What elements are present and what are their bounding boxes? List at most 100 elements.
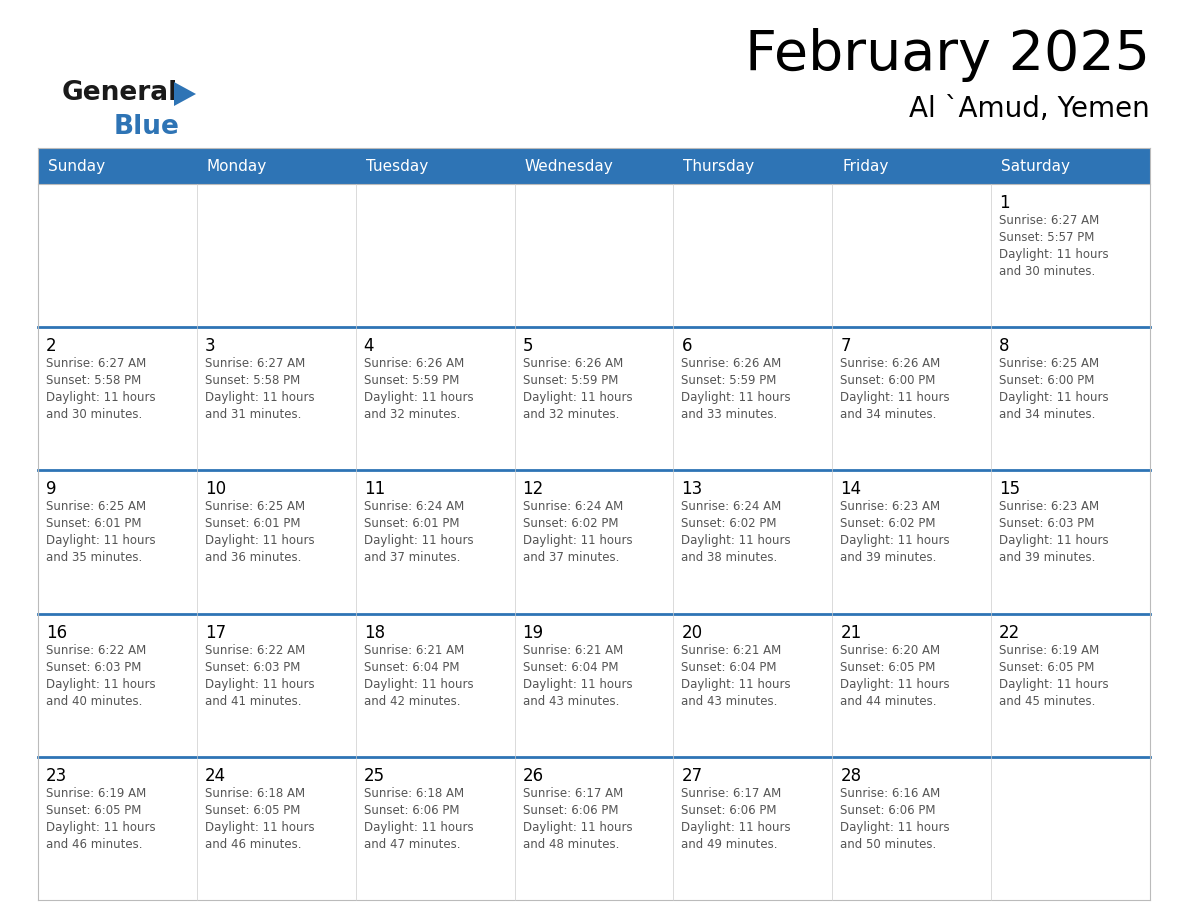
Text: Friday: Friday (842, 159, 889, 174)
Polygon shape (173, 82, 196, 106)
Bar (38, 148, 1150, 184)
Text: and 50 minutes.: and 50 minutes. (840, 838, 936, 851)
Text: Daylight: 11 hours: Daylight: 11 hours (523, 391, 632, 404)
Text: 24: 24 (204, 767, 226, 785)
Text: Daylight: 11 hours: Daylight: 11 hours (364, 391, 473, 404)
Text: Daylight: 11 hours: Daylight: 11 hours (364, 534, 473, 547)
Text: Sunday: Sunday (48, 159, 105, 174)
Text: and 43 minutes.: and 43 minutes. (682, 695, 778, 708)
Text: 16: 16 (46, 623, 68, 642)
Text: Daylight: 11 hours: Daylight: 11 hours (204, 391, 315, 404)
Bar (38, 613, 1150, 756)
Text: Sunrise: 6:19 AM: Sunrise: 6:19 AM (999, 644, 1099, 656)
Text: Sunset: 6:00 PM: Sunset: 6:00 PM (840, 375, 936, 387)
Text: Sunrise: 6:21 AM: Sunrise: 6:21 AM (523, 644, 623, 656)
Text: Daylight: 11 hours: Daylight: 11 hours (840, 677, 950, 690)
Text: Sunset: 5:59 PM: Sunset: 5:59 PM (523, 375, 618, 387)
Text: Daylight: 11 hours: Daylight: 11 hours (840, 534, 950, 547)
Text: Sunrise: 6:18 AM: Sunrise: 6:18 AM (204, 787, 305, 800)
Text: Daylight: 11 hours: Daylight: 11 hours (682, 821, 791, 834)
Text: Daylight: 11 hours: Daylight: 11 hours (46, 677, 156, 690)
Text: 8: 8 (999, 337, 1010, 355)
Text: Sunrise: 6:25 AM: Sunrise: 6:25 AM (46, 500, 146, 513)
Text: 5: 5 (523, 337, 533, 355)
Text: 18: 18 (364, 623, 385, 642)
Text: 11: 11 (364, 480, 385, 498)
Text: and 31 minutes.: and 31 minutes. (204, 409, 302, 421)
Text: 1: 1 (999, 194, 1010, 212)
Text: Daylight: 11 hours: Daylight: 11 hours (204, 534, 315, 547)
Text: and 32 minutes.: and 32 minutes. (364, 409, 460, 421)
Text: Sunrise: 6:27 AM: Sunrise: 6:27 AM (46, 357, 146, 370)
Text: 22: 22 (999, 623, 1020, 642)
Text: and 46 minutes.: and 46 minutes. (46, 838, 143, 851)
Text: 4: 4 (364, 337, 374, 355)
Text: 7: 7 (840, 337, 851, 355)
Text: Sunrise: 6:17 AM: Sunrise: 6:17 AM (682, 787, 782, 800)
Text: Sunset: 5:58 PM: Sunset: 5:58 PM (204, 375, 301, 387)
Text: and 38 minutes.: and 38 minutes. (682, 552, 778, 565)
Text: Saturday: Saturday (1001, 159, 1070, 174)
Text: Daylight: 11 hours: Daylight: 11 hours (46, 391, 156, 404)
Text: Sunset: 5:59 PM: Sunset: 5:59 PM (364, 375, 459, 387)
Text: Thursday: Thursday (683, 159, 754, 174)
Text: Sunrise: 6:22 AM: Sunrise: 6:22 AM (46, 644, 146, 656)
Text: 28: 28 (840, 767, 861, 785)
Text: Daylight: 11 hours: Daylight: 11 hours (523, 677, 632, 690)
Text: Sunset: 6:03 PM: Sunset: 6:03 PM (46, 661, 141, 674)
Text: Wednesday: Wednesday (525, 159, 613, 174)
Text: Sunrise: 6:27 AM: Sunrise: 6:27 AM (999, 214, 1099, 227)
Text: Sunset: 6:03 PM: Sunset: 6:03 PM (204, 661, 301, 674)
Text: Sunrise: 6:25 AM: Sunrise: 6:25 AM (999, 357, 1099, 370)
Text: Blue: Blue (114, 114, 179, 140)
Text: Sunrise: 6:27 AM: Sunrise: 6:27 AM (204, 357, 305, 370)
Text: Daylight: 11 hours: Daylight: 11 hours (46, 534, 156, 547)
Text: Sunset: 6:05 PM: Sunset: 6:05 PM (840, 661, 936, 674)
Text: Sunrise: 6:21 AM: Sunrise: 6:21 AM (682, 644, 782, 656)
Text: Sunset: 6:06 PM: Sunset: 6:06 PM (364, 804, 460, 817)
Text: Sunrise: 6:26 AM: Sunrise: 6:26 AM (682, 357, 782, 370)
Text: Sunrise: 6:19 AM: Sunrise: 6:19 AM (46, 787, 146, 800)
Text: Daylight: 11 hours: Daylight: 11 hours (682, 534, 791, 547)
Text: Sunrise: 6:16 AM: Sunrise: 6:16 AM (840, 787, 941, 800)
Text: Sunset: 6:04 PM: Sunset: 6:04 PM (682, 661, 777, 674)
Text: Sunset: 6:05 PM: Sunset: 6:05 PM (999, 661, 1094, 674)
Text: Sunrise: 6:18 AM: Sunrise: 6:18 AM (364, 787, 463, 800)
Text: Sunrise: 6:21 AM: Sunrise: 6:21 AM (364, 644, 465, 656)
Text: Sunrise: 6:22 AM: Sunrise: 6:22 AM (204, 644, 305, 656)
Text: Sunset: 6:01 PM: Sunset: 6:01 PM (204, 518, 301, 531)
Text: Daylight: 11 hours: Daylight: 11 hours (682, 677, 791, 690)
Text: and 40 minutes.: and 40 minutes. (46, 695, 143, 708)
Text: Sunset: 6:05 PM: Sunset: 6:05 PM (204, 804, 301, 817)
Text: Sunset: 6:02 PM: Sunset: 6:02 PM (523, 518, 618, 531)
Text: Sunrise: 6:26 AM: Sunrise: 6:26 AM (364, 357, 465, 370)
Text: Sunset: 6:04 PM: Sunset: 6:04 PM (523, 661, 618, 674)
Text: Sunrise: 6:24 AM: Sunrise: 6:24 AM (682, 500, 782, 513)
Text: and 44 minutes.: and 44 minutes. (840, 695, 937, 708)
Text: and 36 minutes.: and 36 minutes. (204, 552, 302, 565)
Text: Sunset: 6:03 PM: Sunset: 6:03 PM (999, 518, 1094, 531)
Text: and 33 minutes.: and 33 minutes. (682, 409, 778, 421)
Text: General: General (62, 80, 178, 106)
Text: 27: 27 (682, 767, 702, 785)
Text: Al `Amud, Yemen: Al `Amud, Yemen (909, 95, 1150, 123)
Bar (38, 756, 1150, 900)
Text: Daylight: 11 hours: Daylight: 11 hours (523, 821, 632, 834)
Text: and 47 minutes.: and 47 minutes. (364, 838, 460, 851)
Text: Daylight: 11 hours: Daylight: 11 hours (682, 391, 791, 404)
Text: Sunset: 6:00 PM: Sunset: 6:00 PM (999, 375, 1094, 387)
Text: 17: 17 (204, 623, 226, 642)
Text: and 34 minutes.: and 34 minutes. (840, 409, 936, 421)
Text: Sunset: 6:06 PM: Sunset: 6:06 PM (840, 804, 936, 817)
Text: Daylight: 11 hours: Daylight: 11 hours (204, 677, 315, 690)
Text: 20: 20 (682, 623, 702, 642)
Text: Sunset: 6:05 PM: Sunset: 6:05 PM (46, 804, 141, 817)
Text: Sunrise: 6:24 AM: Sunrise: 6:24 AM (364, 500, 465, 513)
Text: and 34 minutes.: and 34 minutes. (999, 409, 1095, 421)
Text: Sunset: 6:04 PM: Sunset: 6:04 PM (364, 661, 460, 674)
Text: Sunset: 6:01 PM: Sunset: 6:01 PM (46, 518, 141, 531)
Text: Daylight: 11 hours: Daylight: 11 hours (999, 248, 1108, 261)
Text: Sunset: 6:02 PM: Sunset: 6:02 PM (682, 518, 777, 531)
Text: and 35 minutes.: and 35 minutes. (46, 552, 143, 565)
Text: Sunrise: 6:26 AM: Sunrise: 6:26 AM (523, 357, 623, 370)
